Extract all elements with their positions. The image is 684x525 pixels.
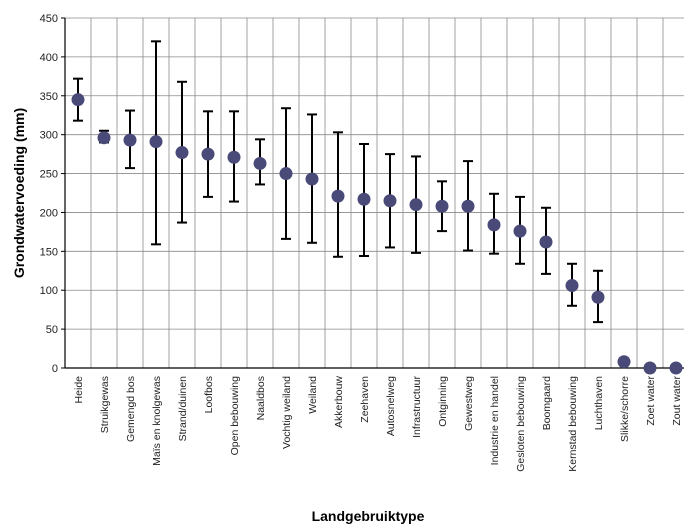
y-tick-label: 100 <box>40 285 58 297</box>
y-tick-label: 0 <box>52 363 58 375</box>
data-point <box>123 133 137 147</box>
data-point <box>305 172 319 186</box>
data-point <box>591 290 605 304</box>
y-tick-label: 300 <box>40 130 58 142</box>
data-point <box>331 189 345 203</box>
x-tick-label: Gesloten bebouwing <box>515 376 527 472</box>
axes <box>61 17 684 369</box>
data-point <box>175 146 189 160</box>
y-axis-title: Grondwatervoeding (mm) <box>11 108 27 278</box>
x-tick-label: Struikgewas <box>99 376 111 433</box>
x-tick-label: Industrie en handel <box>489 376 501 465</box>
data-point <box>513 224 527 238</box>
x-tick-label: Zeehaven <box>359 376 371 423</box>
data-point <box>227 150 241 164</box>
error-bars <box>73 40 603 324</box>
y-tick-label: 350 <box>40 91 58 103</box>
y-tick-label: 200 <box>40 207 58 219</box>
x-tick-labels: Heide Struikgewas Gemengd bos Maïs en knolg… <box>73 375 683 471</box>
x-tick-label: Strand/duinen <box>177 376 189 442</box>
grid <box>65 17 684 368</box>
data-point <box>357 192 371 206</box>
data-point <box>643 361 657 375</box>
data-point <box>461 199 475 213</box>
y-tick-label: 50 <box>46 324 58 336</box>
y-tick-label: 400 <box>40 52 58 64</box>
y-tick-label: 150 <box>40 246 58 258</box>
data-point <box>201 147 215 161</box>
x-tick-label: Boomgaard <box>541 376 553 430</box>
y-tick-label: 450 <box>40 13 58 25</box>
x-tick-label: Vochtig weiland <box>281 376 293 449</box>
data-point <box>149 135 163 149</box>
data-point <box>253 156 267 170</box>
x-tick-label: Infrastructuur <box>411 375 423 437</box>
data-point <box>97 131 111 145</box>
x-tick-label: Gemengd bos <box>125 376 137 442</box>
data-point <box>279 167 293 181</box>
x-tick-label: Naaldbos <box>255 376 267 420</box>
x-tick-label: Akkerbouw <box>333 376 345 428</box>
x-tick-label: Loofbos <box>203 376 215 413</box>
data-point <box>383 194 397 208</box>
x-tick-label: Gewestweg <box>463 376 475 431</box>
data-point <box>539 235 553 249</box>
x-tick-label: Maïs en knolgewas <box>151 376 163 466</box>
x-tick-label: Slikke/schorre <box>619 376 631 442</box>
x-tick-label: Weiland <box>307 376 319 414</box>
data-point <box>487 218 501 232</box>
x-tick-label: Autosnelweg <box>385 376 397 436</box>
data-point <box>435 199 449 213</box>
y-tick-labels: 0 50 100 150 200 250 300 350 400 450 <box>40 13 58 375</box>
data-point <box>409 198 423 212</box>
x-tick-label: Open bebouwing <box>229 376 241 456</box>
x-tick-label: Kernstad bebouwing <box>567 376 579 472</box>
data-point <box>669 361 683 375</box>
y-tick-label: 250 <box>40 169 58 181</box>
x-tick-label: Heide <box>73 376 85 404</box>
x-tick-label: Ontginning <box>437 376 449 427</box>
data-point <box>617 355 631 369</box>
x-tick-label: Zout water <box>671 376 683 426</box>
x-axis-title: Landgebruiktype <box>312 508 425 524</box>
x-tick-label: Luchthaven <box>593 376 605 430</box>
data-point <box>565 279 579 293</box>
data-points <box>71 93 683 375</box>
x-tick-label: Zoet water <box>645 376 657 426</box>
data-point <box>71 93 85 107</box>
